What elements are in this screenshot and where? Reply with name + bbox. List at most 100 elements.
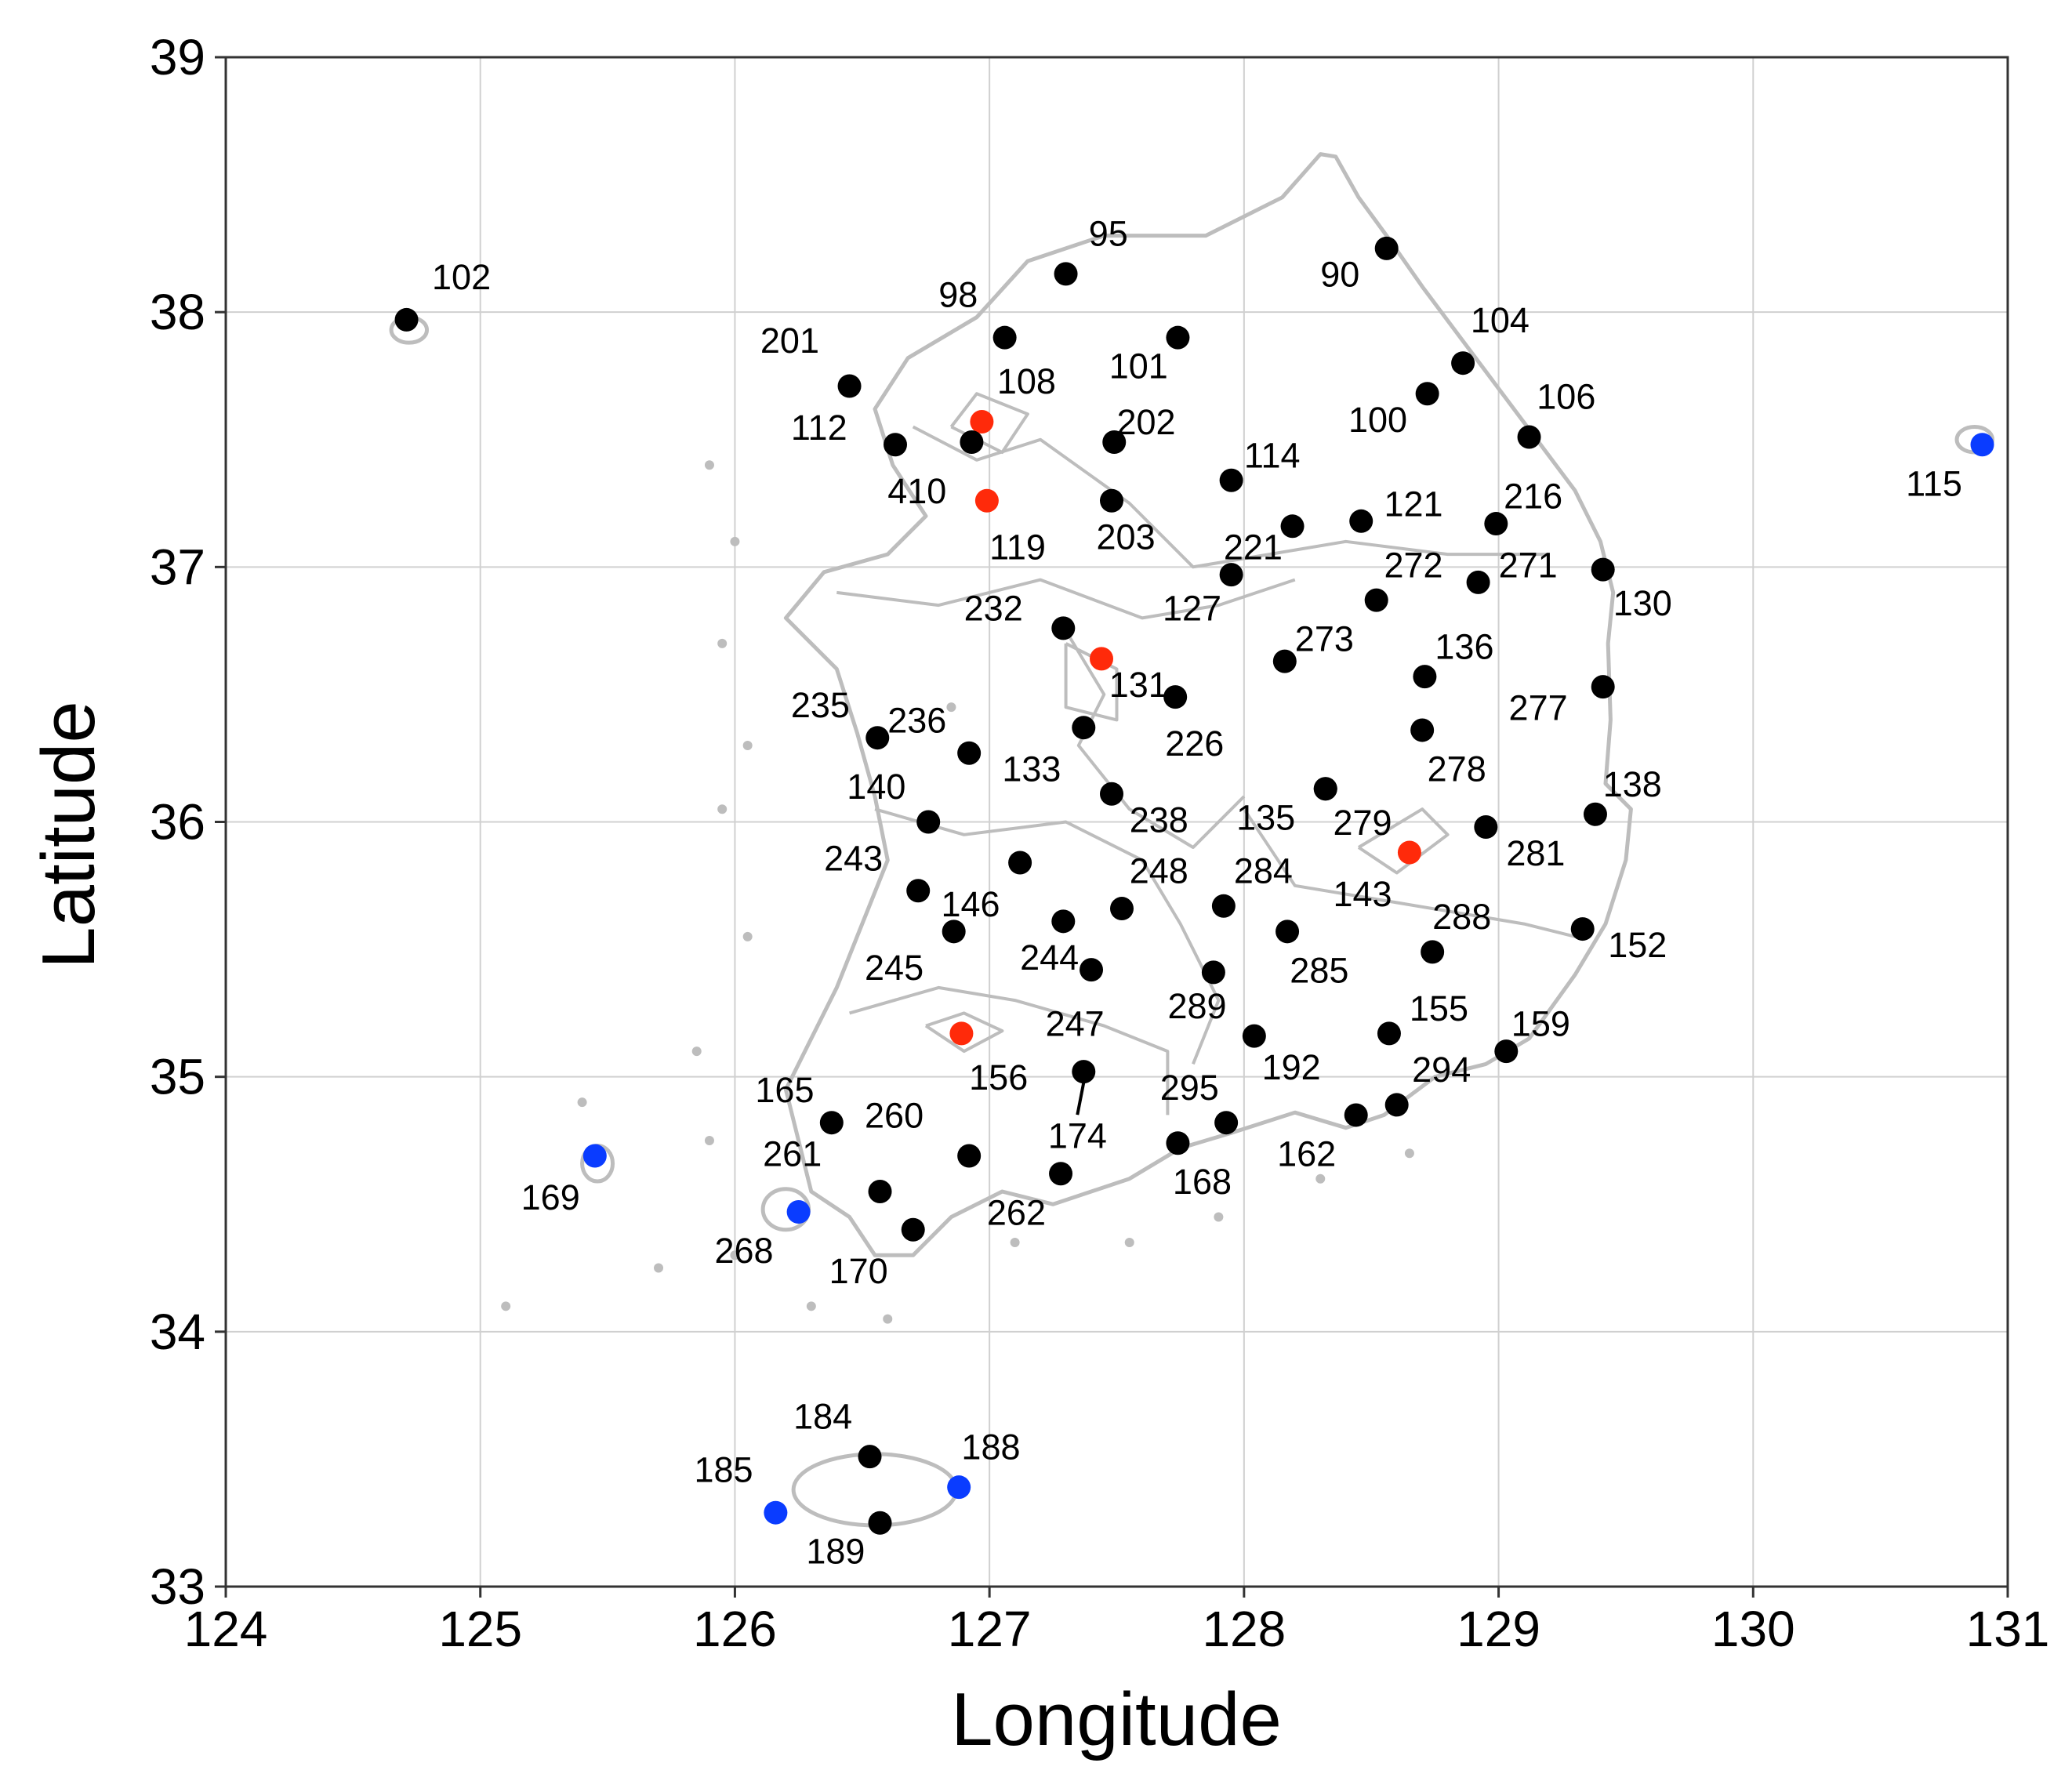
station-label-277: 277 [1509, 687, 1568, 727]
station-point-245 [942, 920, 966, 944]
station-label-104: 104 [1471, 300, 1530, 340]
leader-line-174 [1076, 1082, 1086, 1115]
station-point-273 [1272, 649, 1297, 673]
station-label-184: 184 [793, 1396, 852, 1436]
province-border [849, 985, 1170, 1115]
station-label-108: 108 [997, 361, 1056, 401]
station-point-115 [1970, 433, 1994, 457]
islet [704, 1135, 714, 1145]
x-tick-label-124: 124 [184, 1601, 268, 1657]
station-point-168 [1166, 1131, 1190, 1155]
y-tick-label-37: 37 [150, 539, 205, 595]
station-label-260: 260 [865, 1096, 924, 1136]
station-label-119: 119 [989, 528, 1046, 568]
province-border [924, 1011, 1004, 1054]
station-point-238 [1100, 782, 1124, 806]
station-label-133: 133 [1002, 749, 1061, 789]
label-leaders [1076, 1082, 1086, 1115]
station-point-278 [1410, 718, 1435, 742]
station-label-192: 192 [1262, 1047, 1321, 1087]
station-label-138: 138 [1603, 764, 1662, 804]
station-label-261: 261 [763, 1134, 822, 1173]
station-label-130: 130 [1613, 583, 1672, 623]
station-label-185: 185 [694, 1450, 753, 1490]
station-point-277 [1591, 675, 1615, 699]
station-label-127: 127 [1163, 589, 1221, 629]
islet [1010, 1238, 1020, 1248]
station-point-184 [858, 1445, 882, 1469]
station-label-101: 101 [1109, 346, 1168, 386]
x-tick-label-129: 129 [1457, 1601, 1540, 1657]
y-tick-label-36: 36 [150, 794, 205, 851]
station-point-127 [1219, 563, 1243, 587]
station-label-112: 112 [791, 408, 847, 448]
station-label-268: 268 [714, 1231, 773, 1271]
station-point-143 [1397, 840, 1421, 865]
station-point-169 [582, 1144, 607, 1168]
station-label-272: 272 [1384, 545, 1442, 585]
station-point-244 [1051, 909, 1076, 934]
station-label-281: 281 [1506, 833, 1565, 873]
station-point-140 [916, 810, 941, 834]
station-point-170 [901, 1217, 925, 1242]
islet [730, 536, 740, 546]
islet [717, 804, 728, 814]
station-label-100: 100 [1348, 400, 1407, 440]
station-label-102: 102 [432, 257, 491, 297]
station-label-146: 146 [941, 884, 1000, 924]
station-label-170: 170 [829, 1251, 888, 1291]
islet [730, 1250, 740, 1260]
station-label-131: 131 [1109, 665, 1168, 705]
station-label-245: 245 [865, 948, 924, 988]
station-label-235: 235 [791, 685, 850, 725]
station-label-165: 165 [755, 1070, 814, 1110]
station-point-248 [1109, 897, 1134, 921]
station-label-189: 189 [806, 1532, 865, 1572]
station-point-114 [1219, 468, 1243, 492]
station-label-115: 115 [1906, 463, 1962, 503]
islet [742, 931, 753, 941]
station-label-156: 156 [969, 1057, 1028, 1097]
station-label-221: 221 [1224, 528, 1283, 568]
station-point-285 [1275, 920, 1300, 944]
station-point-156 [949, 1021, 974, 1046]
station-label-247: 247 [1046, 1004, 1105, 1044]
station-point-288 [1421, 940, 1445, 964]
station-point-289 [1201, 960, 1225, 985]
x-tick-label-130: 130 [1711, 1601, 1795, 1657]
station-label-273: 273 [1295, 619, 1354, 659]
x-tick-label-131: 131 [1966, 1601, 2050, 1657]
station-label-410: 410 [887, 471, 946, 511]
islet [717, 638, 728, 648]
coastline [389, 152, 1995, 1528]
station-label-201: 201 [760, 321, 819, 361]
station-point-101 [1166, 325, 1190, 350]
station-point-295 [1214, 1111, 1239, 1135]
station-point-236 [957, 741, 982, 765]
province-border [949, 392, 1029, 454]
station-label-232: 232 [964, 589, 1023, 629]
station-points [394, 236, 1994, 1535]
station-label-278: 278 [1428, 749, 1486, 789]
station-point-203 [1100, 488, 1124, 513]
station-label-159: 159 [1511, 1004, 1570, 1044]
station-label-236: 236 [887, 701, 946, 741]
province-border [912, 425, 1550, 569]
station-point-106 [1517, 425, 1541, 449]
station-point-201 [837, 374, 862, 398]
islet [1214, 1212, 1224, 1222]
station-point-281 [1474, 815, 1498, 840]
station-point-294 [1384, 1093, 1409, 1117]
y-tick-label-38: 38 [150, 284, 205, 340]
station-point-98 [992, 325, 1017, 350]
station-point-138 [1583, 802, 1607, 826]
station-point-192 [1242, 1024, 1266, 1048]
station-point-247 [1080, 958, 1104, 982]
x-axis-title: Longitude [951, 1678, 1282, 1761]
station-point-104 [1451, 351, 1475, 375]
x-tick-label-126: 126 [693, 1601, 777, 1657]
station-point-165 [819, 1111, 844, 1135]
y-tick-label-34: 34 [150, 1304, 205, 1360]
islet [501, 1301, 511, 1311]
